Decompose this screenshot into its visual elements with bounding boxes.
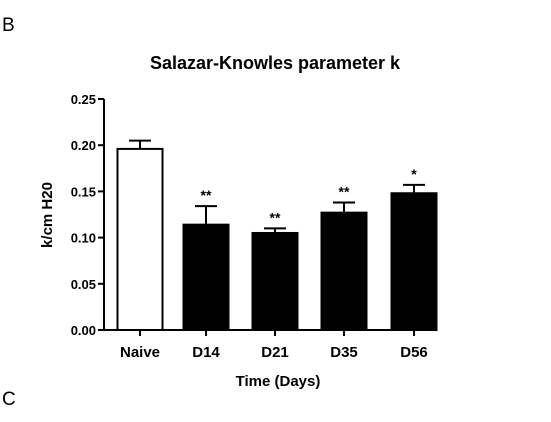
significance-label: ** <box>339 183 350 199</box>
panel-label-c: C <box>2 389 16 410</box>
x-tick-label: Naive <box>120 344 160 361</box>
y-tick-label: 0.10 <box>71 231 96 246</box>
x-tick-label: D56 <box>400 344 428 361</box>
significance-label: ** <box>201 187 212 203</box>
bar <box>251 231 299 331</box>
bar <box>116 147 164 331</box>
y-tick-label: 0.05 <box>71 277 96 292</box>
y-tick-label: 0.00 <box>71 323 96 338</box>
chart-title: Salazar-Knowles parameter k <box>150 53 401 73</box>
bar <box>320 211 368 331</box>
plot-area: 0.00 0.05 0.10 0.15 0.20 0.25 Naive ** D14 ** D21 *… <box>71 92 438 361</box>
x-axis-label: Time (Days) <box>236 373 321 390</box>
panel-label-b: B <box>2 15 15 36</box>
y-tick-label: 0.25 <box>71 92 96 107</box>
y-tick-label: 0.15 <box>71 184 96 199</box>
x-tick-label: D14 <box>192 344 220 361</box>
bar <box>182 223 230 331</box>
y-tick-label: 0.20 <box>71 138 96 153</box>
x-tick-label: D35 <box>330 344 358 361</box>
x-tick-label: D21 <box>261 344 289 361</box>
bar <box>390 192 438 331</box>
significance-label: * <box>411 166 417 182</box>
y-axis-label: k/cm H20 <box>39 182 56 248</box>
significance-label: ** <box>270 209 281 225</box>
